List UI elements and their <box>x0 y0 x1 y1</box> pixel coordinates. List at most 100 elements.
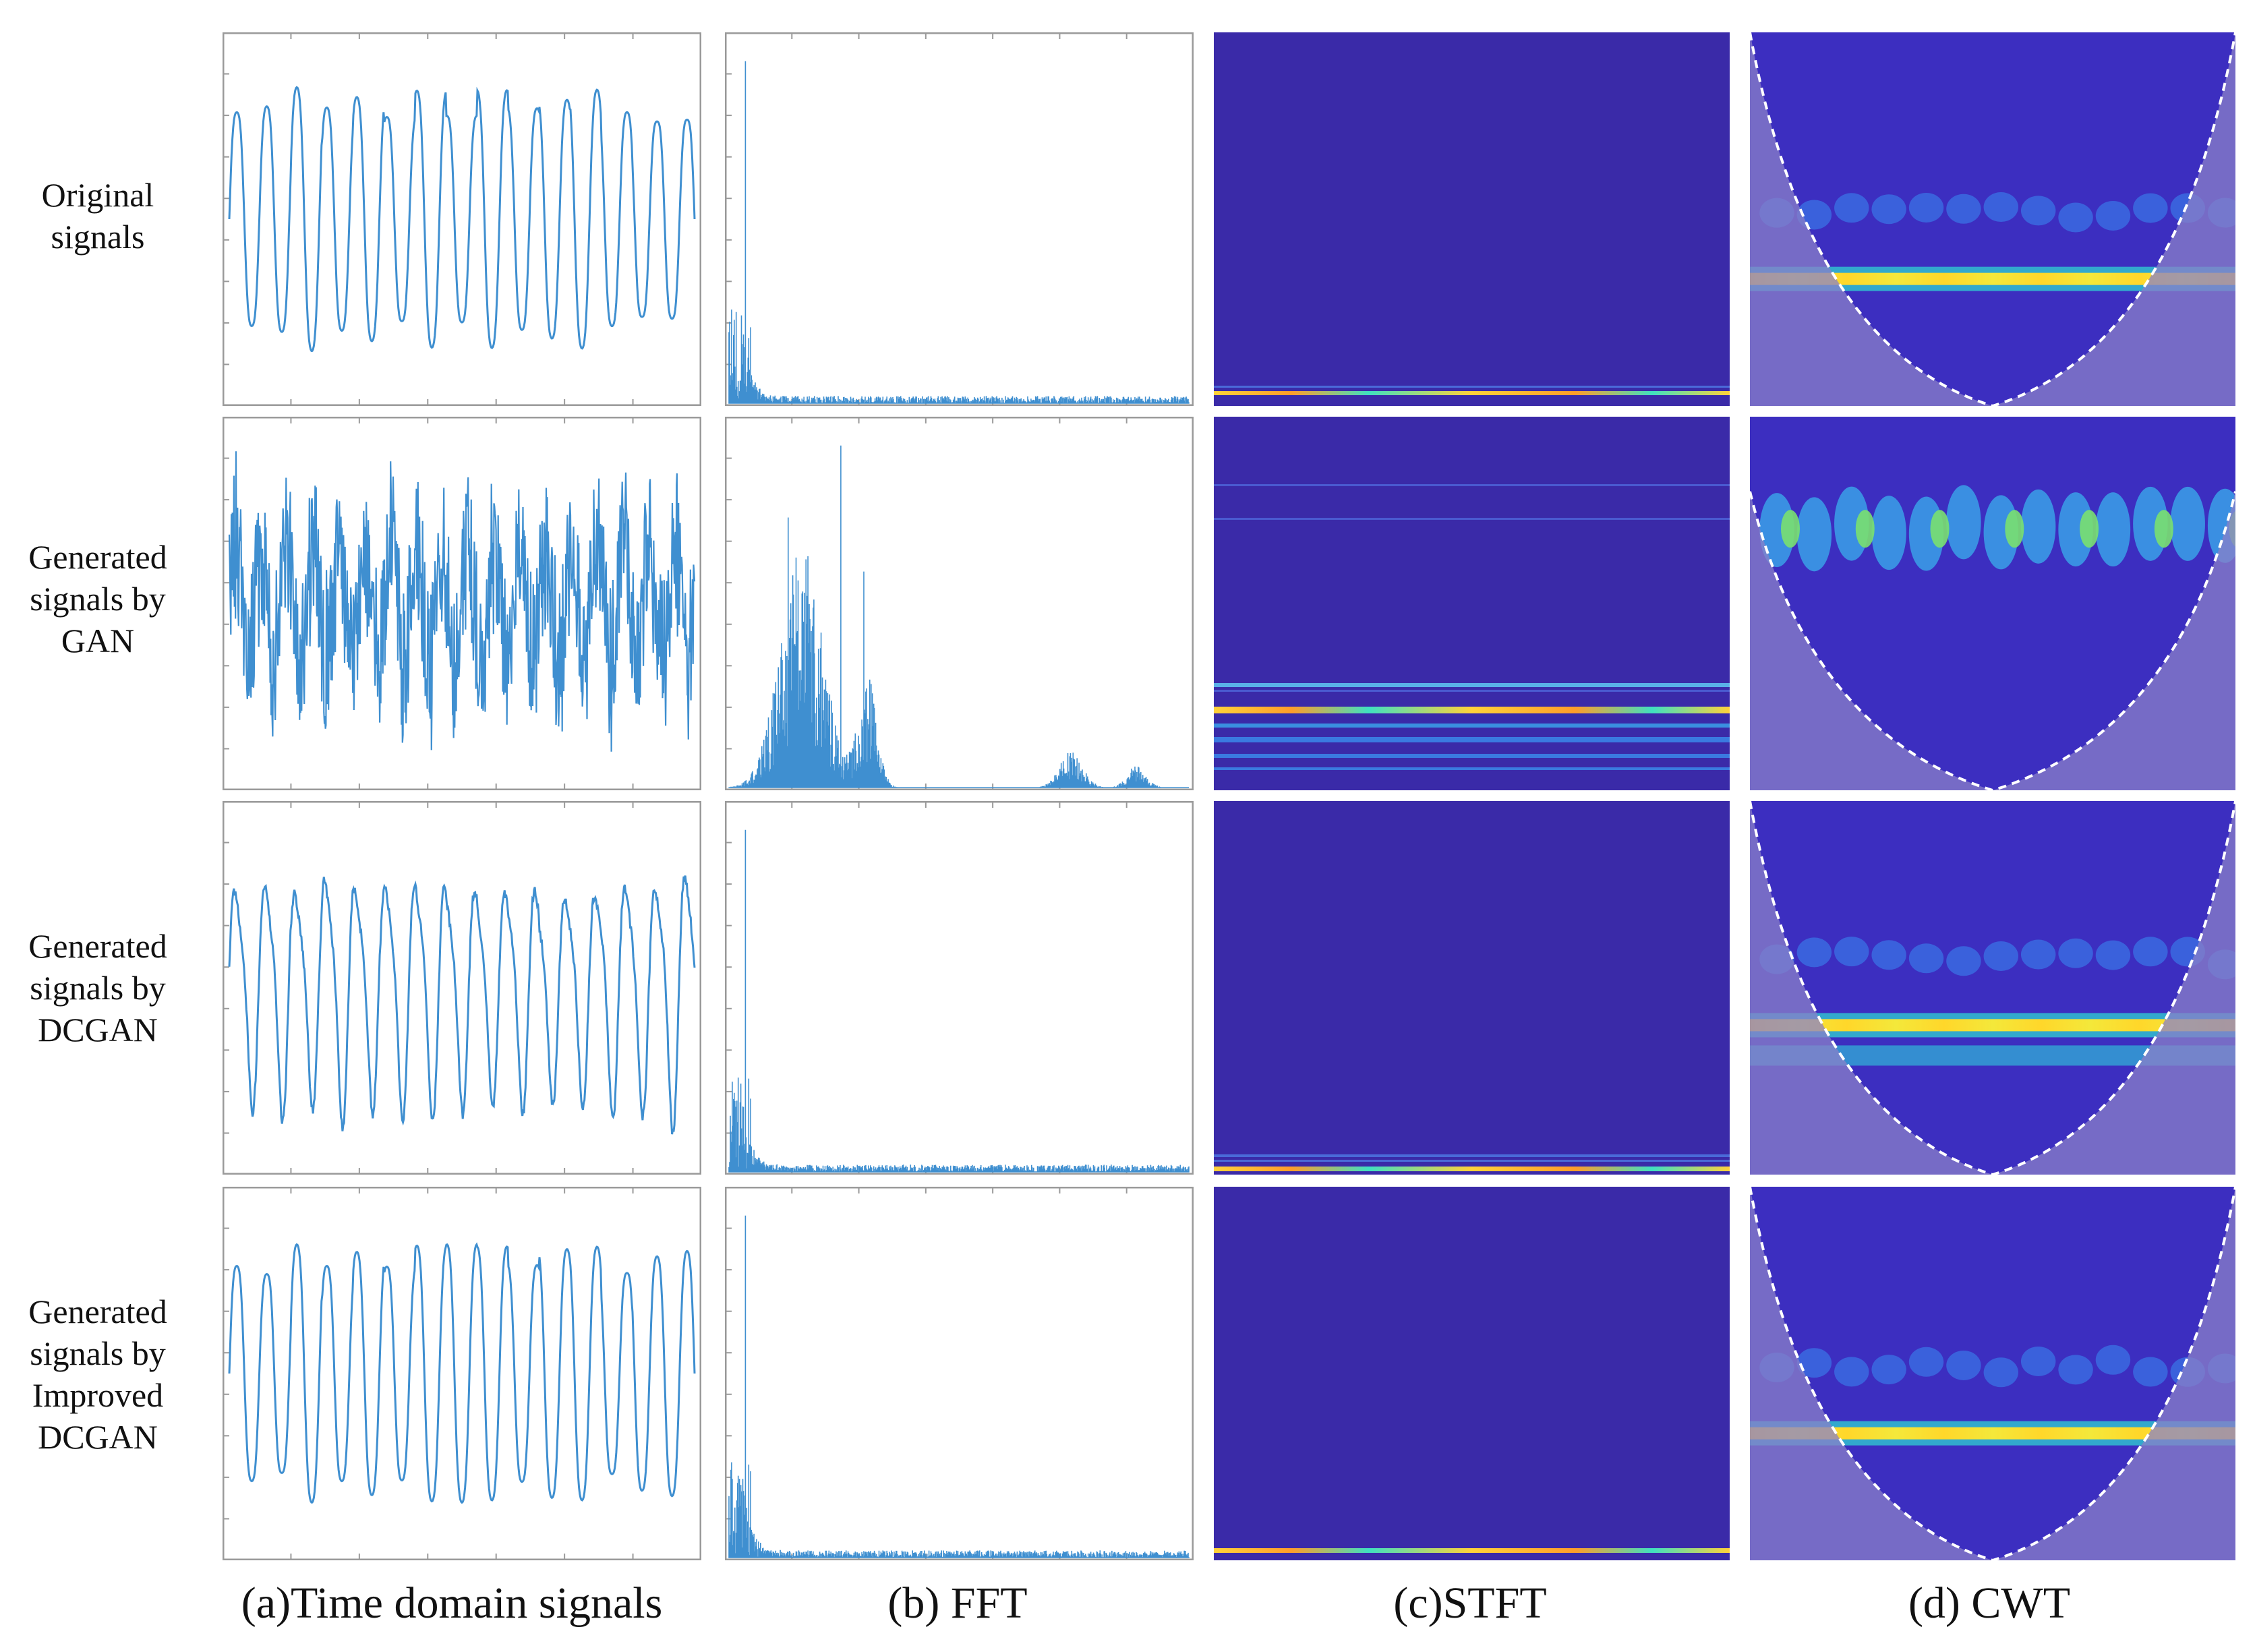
row-label-line: GAN <box>61 622 135 659</box>
cwt-hotspot <box>2005 510 2024 548</box>
cwt-blob <box>2058 492 2093 567</box>
cwt-hotspot <box>1930 510 1950 548</box>
cone-of-influence-shade <box>1750 32 2235 406</box>
row-label-line: signals <box>51 218 145 256</box>
stft-panel-2 <box>1214 801 1730 1175</box>
fft-panel-0 <box>725 32 1194 406</box>
cwt-blob <box>2058 202 2093 233</box>
cwt-ridge <box>1750 1019 2235 1032</box>
cwt-ridge <box>1750 272 2235 285</box>
stft-band <box>1214 737 1730 742</box>
time-domain-axes-frame <box>223 417 701 790</box>
time-domain-axes-frame <box>223 1187 701 1560</box>
cwt-blob <box>1983 1357 2019 1388</box>
caption-cwt: (d) CWT <box>1908 1579 2071 1628</box>
cwt-blob <box>2095 940 2131 970</box>
cone-of-influence-line <box>1750 801 2235 1175</box>
cwt-blob <box>1796 937 1832 968</box>
stft-background <box>1214 801 1730 1175</box>
time-domain-axes-frame <box>223 801 701 1175</box>
cwt-blob <box>2133 937 2168 967</box>
fft-panel-3 <box>725 1187 1194 1560</box>
stft-panel-1 <box>1214 417 1730 790</box>
cwt-blob <box>2170 486 2205 561</box>
cwt-blob <box>1908 1347 1944 1377</box>
row-label-line: signals by <box>30 1334 166 1372</box>
cwt-blob <box>1983 941 2019 971</box>
cwt-blob <box>1946 485 1981 560</box>
time-domain-panel-3 <box>223 1187 701 1560</box>
cwt-blob <box>2020 1346 2056 1376</box>
cwt-hotspot <box>2080 510 2099 548</box>
signal-trace <box>228 451 696 752</box>
stft-band <box>1214 724 1730 728</box>
row-label-original: Original signals <box>0 174 196 258</box>
cwt-blob <box>1759 493 1794 568</box>
cwt-blob <box>1834 193 1869 223</box>
stft-band <box>1214 386 1730 388</box>
fft-axes-frame <box>725 1187 1194 1560</box>
spectrum-trace <box>728 1215 1190 1558</box>
cwt-blob <box>1908 192 1944 223</box>
cwt-blob <box>2058 938 2093 968</box>
row-label-line: signals by <box>30 969 166 1007</box>
cwt-panel-3 <box>1750 1187 2235 1560</box>
stft-band <box>1214 1154 1730 1157</box>
stft-band <box>1214 707 1730 713</box>
row-label-line: Generated <box>28 927 167 965</box>
cwt-blob <box>2058 1355 2093 1385</box>
cwt-blob <box>1796 497 1832 572</box>
row-label-dcgan: Generated signals by DCGAN <box>0 925 196 1051</box>
cone-of-influence-shade <box>1750 491 2235 790</box>
fft-axes-frame <box>725 32 1194 406</box>
row-label-line: Generated <box>28 1293 167 1330</box>
cwt-blob <box>1983 192 2019 223</box>
row-label-line: Generated <box>28 538 167 576</box>
cwt-blob <box>1871 194 1906 225</box>
signal-trace <box>228 1242 696 1504</box>
cwt-blob <box>1946 946 1981 976</box>
cone-of-influence-line <box>1750 491 2235 790</box>
signal-trace <box>228 86 696 352</box>
cwt-blob <box>2095 1345 2131 1375</box>
cwt-ridge <box>1750 1427 2235 1440</box>
cwt-hotspot <box>1855 510 1875 548</box>
cwt-blob <box>1834 1357 1869 1387</box>
caption-fft: (b) FFT <box>887 1579 1028 1628</box>
stft-background <box>1214 417 1730 790</box>
signal-trace <box>228 875 696 1135</box>
cwt-blob <box>1946 194 1981 224</box>
row-label-line: DCGAN <box>38 1011 158 1049</box>
row-label-line: signals by <box>30 580 166 618</box>
cone-of-influence-line <box>1750 32 2235 406</box>
cwt-blob <box>2133 1357 2168 1387</box>
stft-band <box>1214 754 1730 758</box>
cwt-blob <box>1871 940 1906 970</box>
fft-panel-2 <box>725 801 1194 1175</box>
row-label-line: DCGAN <box>38 1418 158 1456</box>
cone-of-influence-shade <box>1750 801 2235 1175</box>
cwt-hotspot <box>1781 510 1800 548</box>
cwt-panel-2 <box>1750 801 2235 1175</box>
cwt-blob <box>1871 496 1906 570</box>
spectrum-trace <box>728 445 1189 788</box>
row-label-line: Improved <box>32 1376 164 1414</box>
caption-time-domain: (a)Time domain signals <box>241 1579 663 1628</box>
cwt-blob <box>1946 1350 1981 1380</box>
stft-band <box>1214 1548 1730 1553</box>
cwt-hotspot <box>2154 510 2173 548</box>
cwt-panel-1 <box>1750 417 2235 790</box>
time-domain-panel-0 <box>223 32 701 406</box>
cwt-blob <box>2020 489 2056 564</box>
stft-band <box>1214 1160 1730 1162</box>
row-label-gan: Generated signals by GAN <box>0 536 196 661</box>
stft-band <box>1214 518 1730 520</box>
time-domain-panel-2 <box>223 801 701 1175</box>
cwt-blob <box>1834 937 1869 967</box>
spectrum-trace <box>728 61 1190 404</box>
cwt-blob <box>2020 939 2056 970</box>
cwt-blob <box>1796 1348 1832 1378</box>
caption-stft: (c)STFT <box>1393 1579 1547 1628</box>
stft-band <box>1214 484 1730 486</box>
